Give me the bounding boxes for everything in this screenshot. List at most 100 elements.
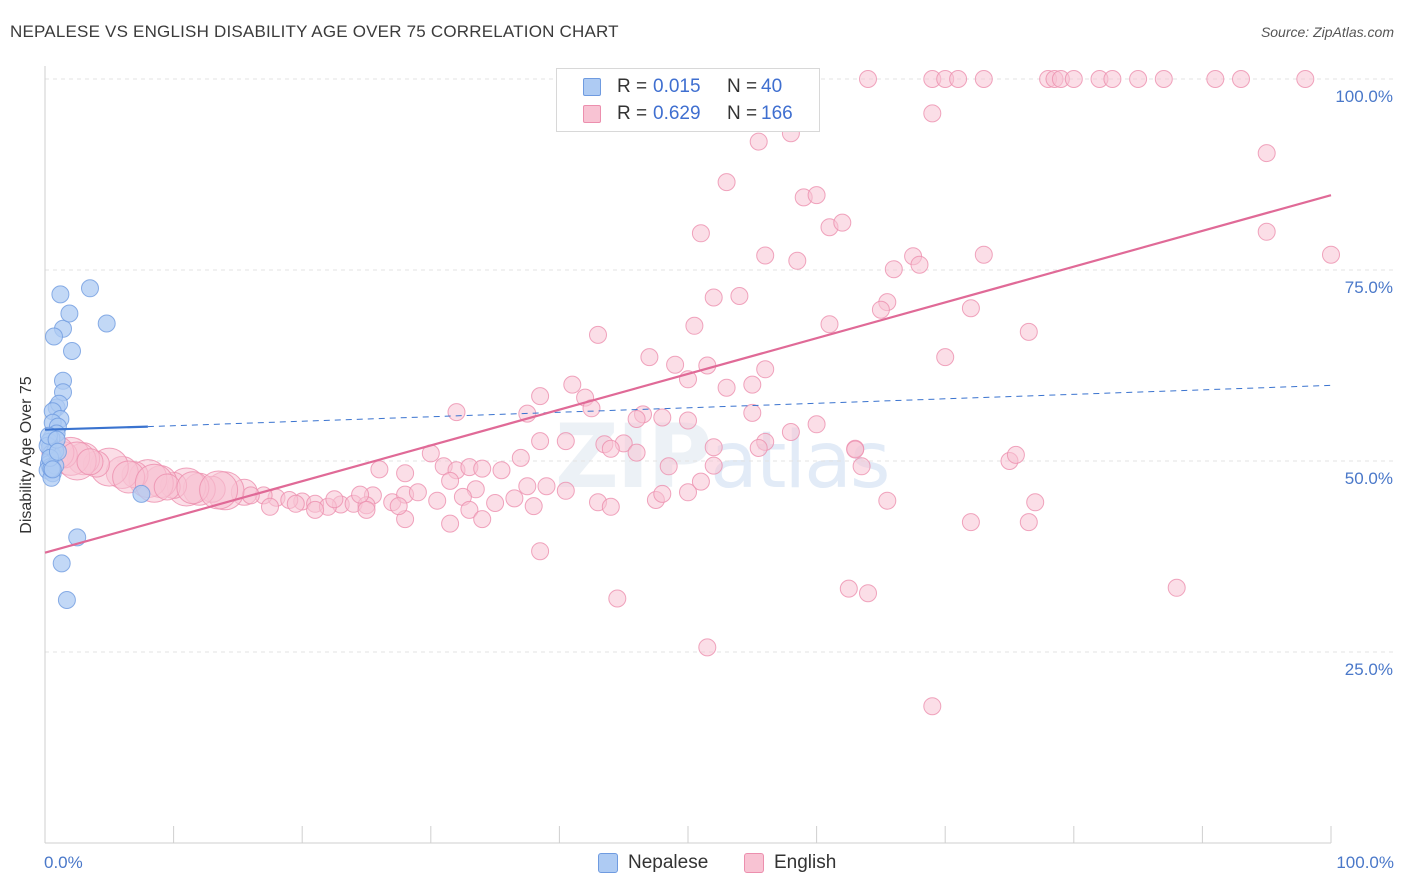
english-point [974,70,993,88]
english-point [531,432,550,451]
english-point [878,491,897,510]
english-point [820,315,839,334]
nepalese-point [132,484,151,503]
english-point [441,514,460,533]
english-point [949,70,968,88]
english-point [679,483,697,502]
nepalese-series [38,279,151,609]
english-swatch [583,105,601,123]
nepalese-point [97,314,116,333]
legend-row-nepalese: R = 0.015 N = 40 [583,75,782,99]
english-point [486,494,505,512]
english-point [524,497,543,516]
english-point [286,494,305,513]
english-point [871,300,890,319]
english-point [556,481,575,500]
english-point [717,378,736,397]
english-point [537,477,556,496]
english-point [627,443,646,462]
english-point [1296,70,1315,88]
english-point [601,439,620,458]
english-point [852,457,871,476]
nepalese-legend-swatch [598,853,618,873]
english-point [833,213,852,232]
legend-row-english: R = 0.629 N = 166 [583,102,793,126]
y-tick-label-100: 100.0% [1335,87,1393,106]
english-trend-line [44,194,1332,554]
english-point [961,299,980,318]
bottom-legend-nepalese: Nepalese [598,852,708,874]
nepalese-trend-line [44,425,148,431]
english-point [447,403,466,422]
english-point [730,287,749,305]
trend-lines [44,194,1332,554]
english-point [923,104,942,123]
english-point [659,457,678,476]
english-point [531,387,550,406]
nepalese-point [43,460,62,479]
y-axis-label: Disability Age Over 75 [18,376,35,534]
chart-title: NEPALESE VS ENGLISH DISABILITY AGE OVER … [10,22,619,41]
english-point [1257,144,1276,163]
english-point [408,483,427,502]
english-point [589,325,607,344]
english-point [704,438,723,457]
english-point [1064,70,1083,88]
chart-source: Source: ZipAtlas.com [1260,24,1394,40]
english-point [1006,445,1025,464]
english-point [859,584,877,603]
english-point [441,471,460,490]
english-point [608,589,627,608]
english-point [640,348,659,367]
english-point [749,439,768,457]
nepalese-point [48,442,67,461]
nepalese-trend-extension [147,384,1332,428]
english-point [1232,70,1250,88]
english-point [698,356,717,375]
y-tick-label-25: 25.0% [1344,660,1393,679]
english-point [460,500,479,519]
n-value: 166 [761,103,793,124]
nepalese-swatch [583,78,601,96]
english-point [1322,245,1340,264]
english-point [357,500,376,519]
english-point [556,432,575,451]
english-point [473,510,492,529]
english-legend-swatch [744,853,764,873]
english-point [717,173,736,192]
english-point [199,470,239,510]
y-tick-label-50: 50.0% [1344,469,1393,488]
english-point [756,246,775,265]
english-point [704,288,723,307]
x-tick-label-min: 0.0% [44,853,83,872]
english-point [936,348,955,367]
english-point [1026,493,1045,512]
english-point [691,472,710,491]
english-point [756,360,775,379]
english-point [76,448,104,476]
english-point [601,497,620,516]
english-point [563,375,582,394]
english-point [518,477,537,496]
english-point [685,316,704,335]
bottom-legend-english: English [744,852,836,874]
n-value: 40 [761,76,783,97]
english-point [974,245,993,264]
english-point [1129,70,1148,88]
english-point [153,473,181,501]
english-point [653,408,672,427]
english-point [691,224,710,243]
english-point [531,542,550,561]
english-point [679,411,697,430]
english-point [743,375,762,394]
n-label: N = [727,76,758,97]
english-point [1019,513,1038,532]
nepalese-point [57,591,76,609]
n-label: N = [727,103,758,124]
english-point [807,186,826,205]
nepalese-point [52,554,71,573]
english-point [370,460,389,479]
r-value: 0.629 [653,103,701,124]
stats-legend: R = 0.015 N = 40 R = 0.629 N = 166 [556,68,820,132]
